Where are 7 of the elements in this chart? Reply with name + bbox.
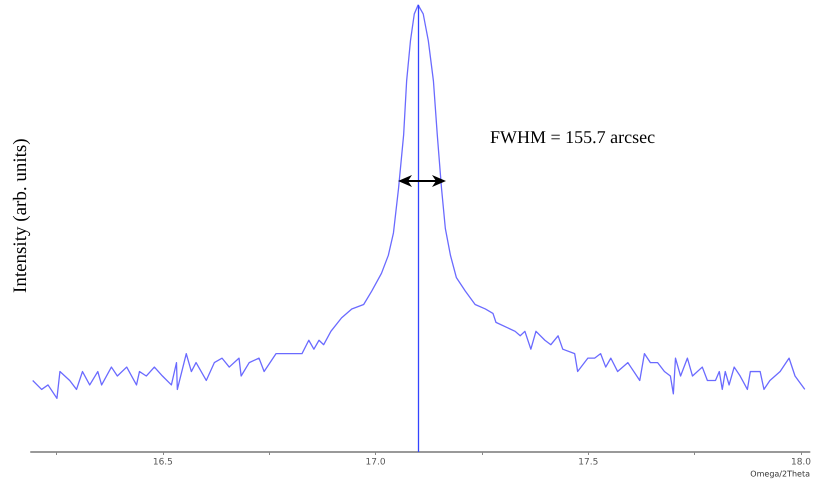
x-tick-label: 18.0 bbox=[790, 458, 812, 468]
y-axis-title: Intensity (arb. units) bbox=[10, 138, 31, 293]
x-axis-title: Omega/2Theta bbox=[750, 470, 810, 478]
x-tick-label: 16.5 bbox=[152, 458, 173, 468]
annotation: FWHM = 155.7 arcsec bbox=[490, 127, 656, 147]
x-tick-label: 17.5 bbox=[578, 458, 598, 468]
x-tick-label: 17.0 bbox=[366, 458, 386, 468]
